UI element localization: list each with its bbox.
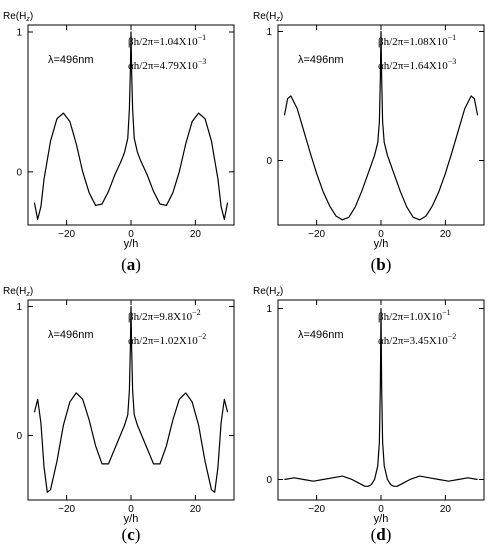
y-axis-label: Re(Hz) [253,11,283,23]
y-tick-label: 0 [266,156,272,167]
x-tick-label: 20 [190,504,202,515]
y-tick-label: 0 [16,431,22,442]
x-axis-label: y/h [374,513,389,525]
x-tick-label: 20 [440,504,452,515]
y-axis-label: Re(Hz) [3,286,33,298]
chart-panel-a: Re(Hz) −20 0 20 0 1 y/h λ=496nm βh/2π=1.04X10−1 α… [3,11,235,274]
x-tick-label: 20 [190,229,202,240]
panel-letter: (b) [371,255,392,274]
beta-annotation: βh/2π=1.0X10−1 [378,308,451,323]
series-line [283,30,479,221]
x-tick-label: 0 [128,504,134,515]
x-tick-label: 0 [378,504,384,515]
chart-panel-b: Re(Hz) −20 0 20 0 1 y/h λ=496nm βh/2π=1.08X10−1 α… [253,11,485,274]
x-tick-label: −20 [308,504,325,515]
x-tick-label: 20 [440,229,452,240]
x-axis-label: y/h [374,238,389,250]
chart-panel-d: Re(Hz) −20 0 20 0 1 y/h λ=496nm βh/2π=1.0X10−1 αh… [253,286,485,544]
panel-letter: (c) [122,525,141,544]
alpha-annotation: αh/2π=3.45X10−2 [378,332,456,347]
x-tick-label: −20 [308,229,325,240]
y-axis-label: Re(Hz) [3,11,33,23]
x-tick-label: −20 [58,229,75,240]
x-tick-label: −20 [58,504,75,515]
beta-annotation: βh/2π=9.8X10−2 [128,308,201,323]
x-axis-label: y/h [124,238,139,250]
beta-annotation: βh/2π=1.08X10−1 [378,33,456,48]
y-tick-label: 1 [16,302,22,313]
wavelength-annotation: λ=496nm [48,329,94,341]
alpha-annotation: αh/2π=4.79X10−3 [128,57,206,72]
wavelength-annotation: λ=496nm [298,329,344,341]
x-tick-label: 0 [378,229,384,240]
wavelength-annotation: λ=496nm [298,54,344,66]
y-tick-label: 1 [16,27,22,38]
series-line [33,305,229,493]
alpha-annotation: αh/2π=1.64X10−3 [378,57,456,72]
wavelength-annotation: λ=496nm [48,54,94,66]
panel-letter: (d) [371,525,392,544]
y-axis-label: Re(Hz) [253,286,283,298]
panel-letter: (a) [121,255,141,274]
y-tick-label: 0 [16,167,22,178]
chart-panel-c: Re(Hz) −20 0 20 0 1 y/h λ=496nm βh/2π=9.8X10−2 αh… [3,286,235,544]
series-line [284,307,478,487]
beta-annotation: βh/2π=1.04X10−1 [128,33,206,48]
x-axis-label: y/h [124,513,139,525]
series-line [33,31,229,221]
x-tick-label: 0 [128,229,134,240]
y-tick-label: 1 [266,304,272,315]
y-tick-label: 0 [266,475,272,486]
alpha-annotation: αh/2π=1.02X10−2 [128,332,206,347]
y-tick-label: 1 [266,27,272,38]
